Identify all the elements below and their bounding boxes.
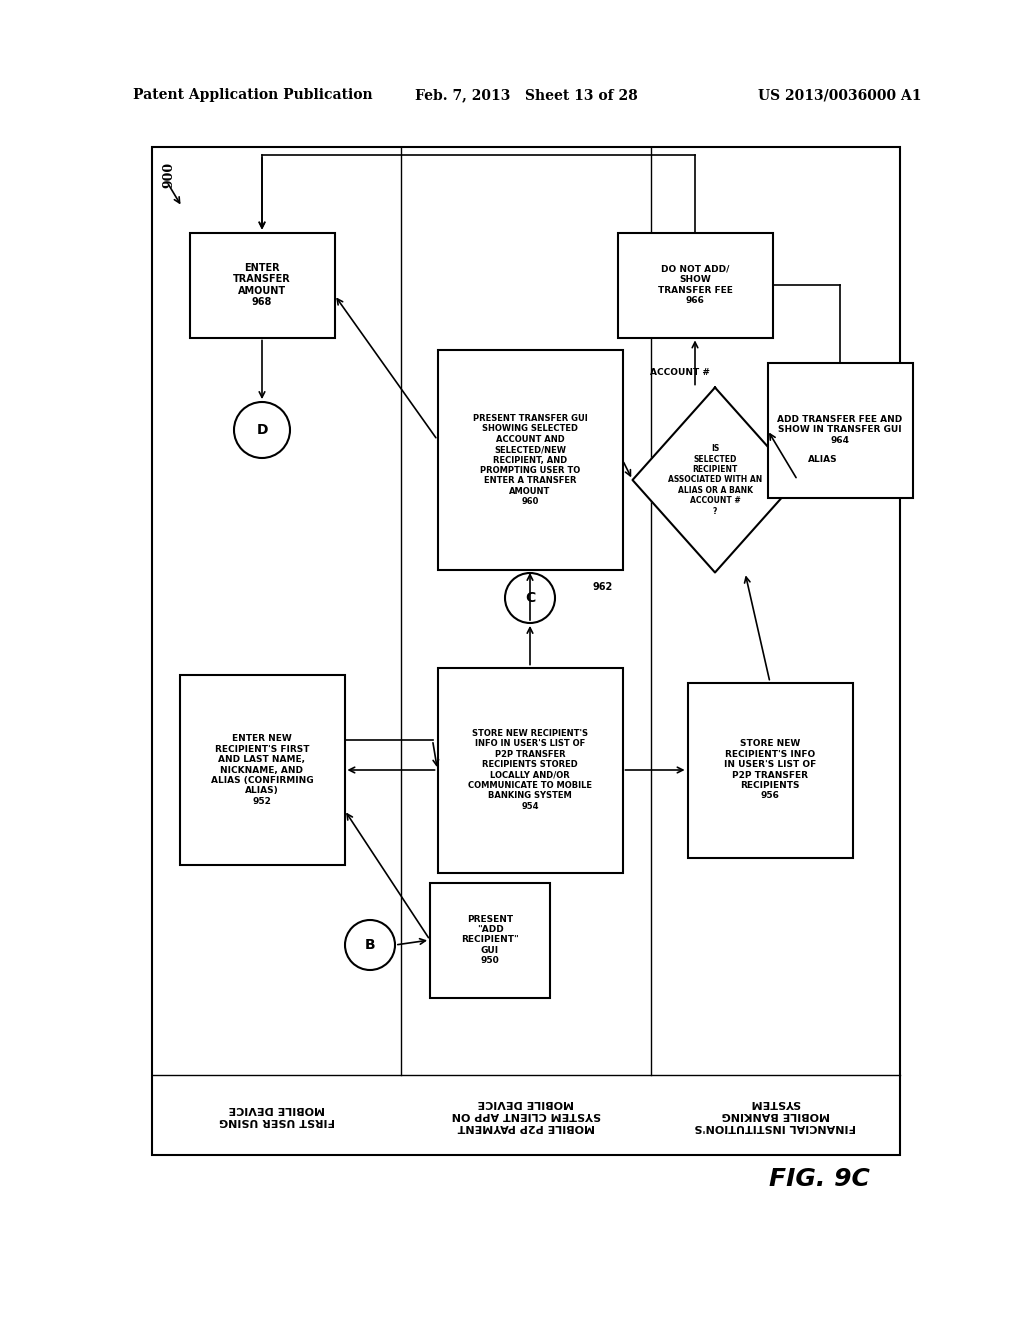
- Text: US 2013/0036000 A1: US 2013/0036000 A1: [758, 88, 922, 102]
- Text: STORE NEW RECIPIENT'S
INFO IN USER'S LIST OF
P2P TRANSFER
RECIPIENTS STORED
LOCA: STORE NEW RECIPIENT'S INFO IN USER'S LIS…: [468, 729, 592, 810]
- FancyBboxPatch shape: [179, 675, 344, 865]
- Text: DO NOT ADD/
SHOW
TRANSFER FEE
966: DO NOT ADD/ SHOW TRANSFER FEE 966: [657, 265, 732, 305]
- Text: FIG. 9C: FIG. 9C: [769, 1167, 869, 1191]
- Circle shape: [234, 403, 290, 458]
- FancyBboxPatch shape: [189, 232, 335, 338]
- Text: PRESENT
"ADD
RECIPIENT"
GUI
950: PRESENT "ADD RECIPIENT" GUI 950: [461, 915, 519, 965]
- FancyBboxPatch shape: [617, 232, 772, 338]
- Text: Patent Application Publication: Patent Application Publication: [133, 88, 373, 102]
- Text: ENTER NEW
RECIPIENT'S FIRST
AND LAST NAME,
NICKNAME, AND
ALIAS (CONFIRMING
ALIAS: ENTER NEW RECIPIENT'S FIRST AND LAST NAM…: [211, 734, 313, 805]
- Text: PRESENT TRANSFER GUI
SHOWING SELECTED
ACCOUNT AND
SELECTED/NEW
RECIPIENT, AND
PR: PRESENT TRANSFER GUI SHOWING SELECTED AC…: [473, 414, 588, 506]
- FancyBboxPatch shape: [152, 147, 900, 1155]
- Text: ACCOUNT #: ACCOUNT #: [650, 368, 710, 378]
- FancyBboxPatch shape: [768, 363, 912, 498]
- Text: C: C: [525, 591, 536, 605]
- Text: 900: 900: [162, 162, 175, 189]
- Text: Feb. 7, 2013   Sheet 13 of 28: Feb. 7, 2013 Sheet 13 of 28: [415, 88, 638, 102]
- Text: ADD TRANSFER FEE AND
SHOW IN TRANSFER GUI
964: ADD TRANSFER FEE AND SHOW IN TRANSFER GU…: [777, 414, 902, 445]
- Text: 962: 962: [592, 582, 612, 593]
- Text: IS
SELECTED
RECIPIENT
ASSOCIATED WITH AN
ALIAS OR A BANK
ACCOUNT #
?: IS SELECTED RECIPIENT ASSOCIATED WITH AN…: [668, 445, 762, 516]
- Text: MOBILE P2P PAYMENT
SYSTEM CLIENT APP ON
MOBILE DEVICE: MOBILE P2P PAYMENT SYSTEM CLIENT APP ON …: [452, 1098, 601, 1131]
- Text: FINANCIAL INSTITUTION'S
MOBILE BANKING
SYSTEM: FINANCIAL INSTITUTION'S MOBILE BANKING S…: [694, 1098, 856, 1131]
- Text: ALIAS: ALIAS: [808, 455, 838, 465]
- Circle shape: [505, 573, 555, 623]
- Circle shape: [345, 920, 395, 970]
- FancyBboxPatch shape: [437, 350, 623, 570]
- Text: D: D: [256, 422, 267, 437]
- Polygon shape: [633, 388, 798, 573]
- FancyBboxPatch shape: [687, 682, 853, 858]
- Text: STORE NEW
RECIPIENT'S INFO
IN USER'S LIST OF
P2P TRANSFER
RECIPIENTS
956: STORE NEW RECIPIENT'S INFO IN USER'S LIS…: [724, 739, 816, 800]
- FancyBboxPatch shape: [437, 668, 623, 873]
- FancyBboxPatch shape: [430, 883, 550, 998]
- Text: FIRST USER USING
MOBILE DEVICE: FIRST USER USING MOBILE DEVICE: [219, 1105, 335, 1126]
- Text: ENTER
TRANSFER
AMOUNT
968: ENTER TRANSFER AMOUNT 968: [233, 263, 291, 308]
- Text: B: B: [365, 939, 376, 952]
